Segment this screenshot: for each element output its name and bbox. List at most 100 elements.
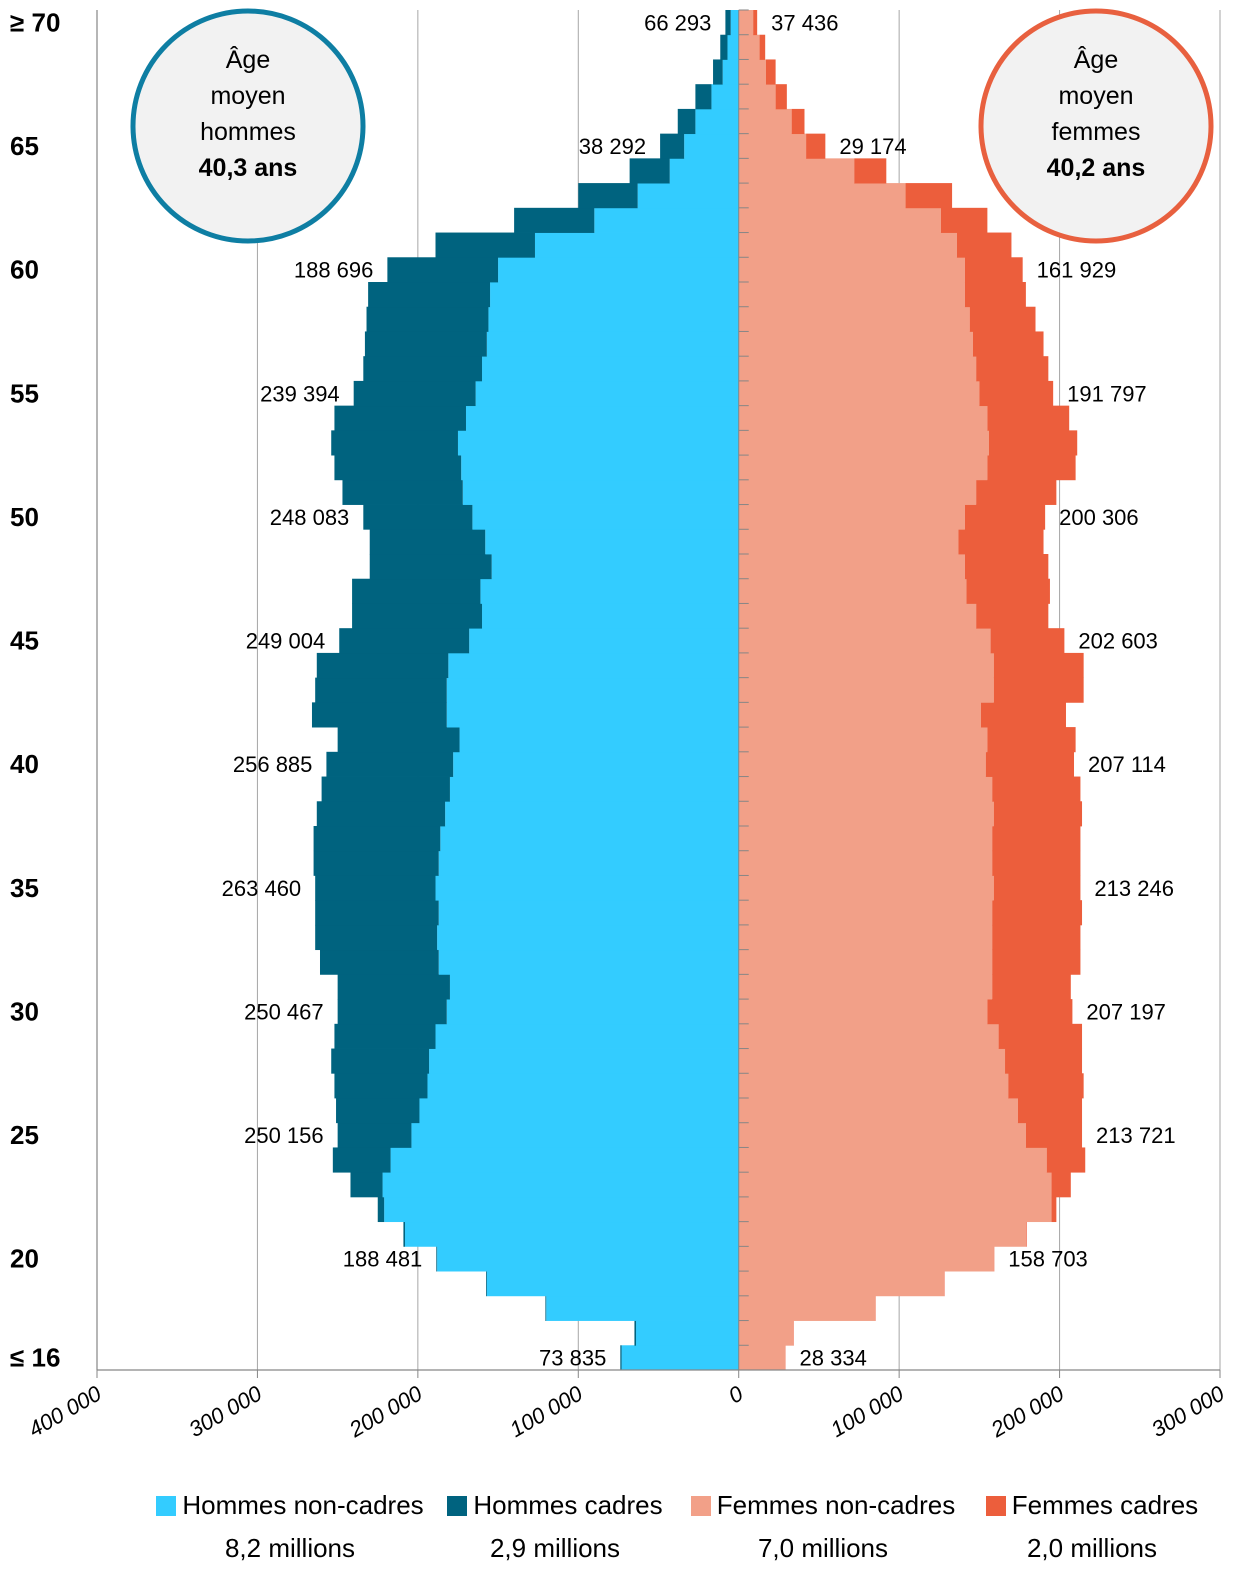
bar-femmes-non-cadres	[738, 999, 988, 1025]
y-tick-label: 25	[10, 1120, 39, 1150]
bar-femmes-cadres	[765, 59, 776, 85]
bar-femmes-cadres	[992, 850, 1081, 876]
bar-hommes-cadres	[336, 1098, 420, 1124]
data-label-femmes: 161 929	[1037, 258, 1117, 283]
bar-hommes-non-cadres	[438, 850, 739, 876]
bar-hommes-cadres	[403, 1221, 406, 1247]
bar-hommes-cadres	[315, 677, 447, 703]
bar-femmes-cadres	[976, 603, 1049, 629]
bar-femmes-cadres	[806, 133, 826, 159]
x-tick-label: 200 000	[344, 1380, 427, 1442]
bar-hommes-cadres	[677, 108, 696, 135]
bar-femmes-non-cadres	[738, 1295, 876, 1321]
bar-femmes-non-cadres	[738, 578, 967, 604]
bar-hommes-cadres	[363, 356, 483, 382]
bar-femmes-non-cadres	[738, 356, 977, 382]
bar-hommes-cadres	[315, 875, 436, 901]
bar-femmes-cadres	[998, 1023, 1083, 1049]
bar-femmes-non-cadres	[738, 1320, 794, 1346]
bar-femmes-non-cadres	[738, 1023, 999, 1049]
bar-femmes-non-cadres	[738, 479, 977, 505]
bar-femmes-non-cadres	[738, 603, 977, 629]
x-tick-label: 100 000	[826, 1380, 908, 1442]
bar-hommes-cadres	[316, 801, 446, 827]
bar-femmes-cadres	[1051, 1172, 1071, 1198]
x-tick-label: 0	[724, 1380, 748, 1408]
bar-femmes-cadres	[905, 183, 953, 209]
bar-femmes-cadres	[1046, 1147, 1086, 1173]
bar-femmes-non-cadres	[738, 652, 994, 679]
age-pyramid-chart: ≥ 70 65 60 55 50 45 40 35 30 25 20 ≤ 16 400 000 300 …	[10, 7, 1229, 1442]
women-badge-line-3: femmes	[1052, 118, 1141, 146]
bar-hommes-non-cadres	[429, 1048, 739, 1074]
bar-hommes-non-cadres	[457, 430, 739, 456]
bar-hommes-non-cadres	[445, 801, 739, 827]
bar-hommes-cadres	[486, 1271, 487, 1297]
bar-femmes-cadres	[988, 430, 1078, 456]
bar-femmes-cadres	[987, 727, 1076, 753]
bar-femmes-cadres	[759, 34, 766, 60]
bar-hommes-cadres	[695, 84, 712, 110]
bar-femmes-cadres	[987, 405, 1070, 431]
bar-femmes-cadres	[987, 455, 1076, 481]
bar-femmes-non-cadres	[738, 702, 981, 728]
legend-label: Hommes cadres	[473, 1490, 663, 1520]
bar-hommes-non-cadres	[480, 578, 739, 604]
bar-hommes-cadres	[514, 207, 595, 233]
bar-hommes-non-cadres	[485, 529, 739, 555]
women-badge-circle	[978, 8, 1214, 244]
bar-femmes-non-cadres	[738, 850, 993, 876]
legend-item-hommes-cadres: Hommes cadres 2,9 millions	[430, 1490, 680, 1564]
bar-hommes-non-cadres	[438, 900, 739, 926]
legend-item-femmes-cadres: Femmes cadres 2,0 millions	[962, 1490, 1222, 1564]
bar-hommes-non-cadres	[636, 1320, 739, 1346]
bar-hommes-cadres	[331, 430, 458, 456]
x-tick-label: 200 000	[986, 1380, 1069, 1442]
bar-hommes-non-cadres	[446, 677, 739, 703]
bar-femmes-cadres	[979, 380, 1054, 407]
bar-femmes-cadres	[992, 826, 1081, 852]
bar-hommes-non-cadres	[722, 59, 739, 85]
bar-femmes-cadres	[993, 652, 1084, 679]
bar-hommes-non-cadres	[469, 628, 739, 654]
bar-femmes-cadres	[992, 924, 1081, 951]
bar-hommes-non-cadres	[472, 504, 739, 530]
bar-hommes-cadres	[352, 578, 481, 604]
bar-hommes-non-cadres	[435, 875, 739, 901]
bar-hommes-cadres	[353, 380, 476, 407]
legend-label: Hommes non-cadres	[182, 1490, 424, 1520]
men-badge-line-3: hommes	[200, 118, 296, 146]
bar-hommes-cadres	[319, 949, 439, 975]
bar-femmes-cadres	[854, 158, 887, 184]
bar-femmes-cadres	[1017, 1098, 1083, 1124]
bar-femmes-non-cadres	[738, 232, 957, 258]
bar-hommes-non-cadres	[498, 257, 739, 283]
bar-femmes-non-cadres	[738, 1196, 1052, 1223]
bar-femmes-non-cadres	[738, 1098, 1018, 1124]
bar-hommes-cadres	[634, 1320, 637, 1346]
bar-hommes-non-cadres	[390, 1147, 739, 1173]
bar-hommes-non-cadres	[461, 455, 739, 481]
bar-hommes-cadres	[545, 1295, 547, 1321]
bar-femmes-non-cadres	[738, 331, 973, 357]
bar-hommes-non-cadres	[427, 1073, 739, 1099]
y-tick-label: 20	[10, 1244, 39, 1274]
bar-hommes-non-cadres	[453, 751, 739, 777]
bar-hommes-cadres	[352, 603, 483, 629]
bar-femmes-cadres	[1008, 1073, 1084, 1099]
legend-item-femmes-non-cadres: Femmes non-cadres 7,0 millions	[678, 1490, 968, 1564]
bar-hommes-non-cadres	[669, 158, 739, 184]
bar-femmes-non-cadres	[738, 10, 754, 36]
bar-hommes-cadres	[315, 900, 439, 926]
bar-femmes-cadres	[775, 84, 787, 110]
legend: Hommes non-cadres 8,2 millions Hommes ca…	[0, 1490, 1234, 1569]
data-label-hommes: 263 460	[222, 876, 302, 901]
bar-hommes-non-cadres	[490, 282, 739, 308]
bar-hommes-non-cadres	[462, 479, 739, 505]
bar-hommes-cadres	[321, 776, 450, 802]
x-tick-label: 400 000	[24, 1380, 106, 1442]
bar-hommes-cadres	[316, 652, 449, 679]
x-tick-label: 100 000	[505, 1380, 587, 1442]
men-badge-line-1: Âge	[226, 45, 270, 74]
bar-hommes-non-cadres	[449, 776, 739, 802]
